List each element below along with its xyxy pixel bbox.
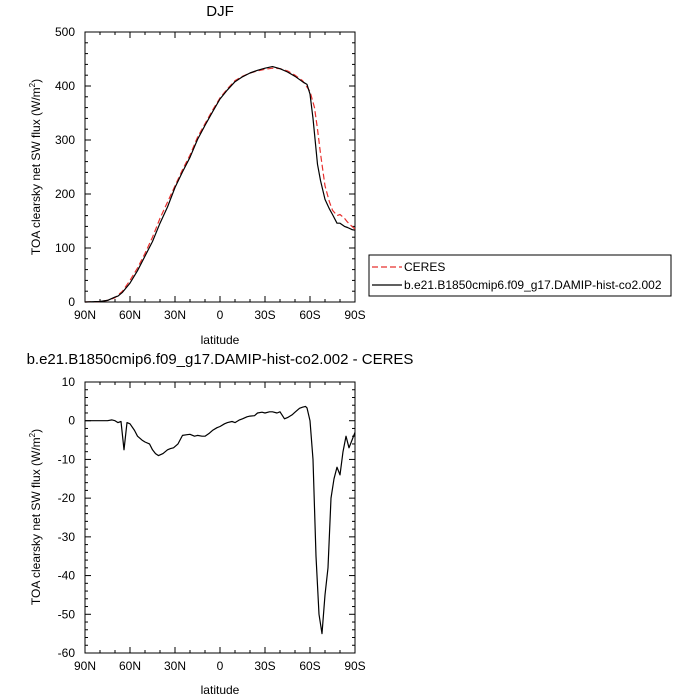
x-tick-label: 30N xyxy=(164,308,186,322)
x-tick-label: 90N xyxy=(74,659,96,673)
series-layer-diff xyxy=(85,405,356,635)
x-tick-label: 0 xyxy=(217,308,224,322)
legend-label-ceres: CERES xyxy=(404,260,445,274)
panel-top: DJF 90N 60N 30N 0 30S 60S 90S0100200300400500 … xyxy=(28,3,366,347)
legend: CERES b.e21.B1850cmip6.f09_g17.DAMIP-his… xyxy=(368,254,672,297)
y-axis-label-end: ) xyxy=(29,429,43,433)
y-tick-label: -50 xyxy=(58,607,76,621)
series-layer xyxy=(84,65,356,303)
chart-title: DJF xyxy=(206,3,234,20)
y-tick-label: -60 xyxy=(58,646,76,660)
x-tick-label: 60N xyxy=(119,308,141,322)
x-tick-label: 30S xyxy=(254,659,275,673)
x-tick-label: 60S xyxy=(299,308,320,322)
y-axis-label-end: ) xyxy=(29,79,43,83)
series-line-0 xyxy=(84,67,356,303)
y-tick-label: 200 xyxy=(55,187,75,201)
x-tick-label: 60S xyxy=(299,659,320,673)
legend-box xyxy=(368,254,672,297)
x-tick-label: 60N xyxy=(119,659,141,673)
y-tick-label: 100 xyxy=(55,241,75,255)
y-tick-label: -20 xyxy=(58,491,76,505)
y-axis-label: TOA clearsky net SW flux (W/m2) xyxy=(28,79,43,255)
x-tick-label: 90S xyxy=(344,308,365,322)
series-line-0 xyxy=(85,405,356,635)
x-tick-label: 30N xyxy=(164,659,186,673)
y-tick-label: 10 xyxy=(62,375,76,389)
y-tick-label: 400 xyxy=(55,79,75,93)
series-line-1 xyxy=(84,65,356,303)
axis-ticks: 90N 60N 30N 0 30S 60S 90S 0 100 200 300 400 500 xyxy=(55,25,366,322)
legend-label-model: b.e21.B1850cmip6.f09_g17.DAMIP-hist-co2.… xyxy=(404,278,662,292)
axis-ticks-diff: 90N 60N 30N 0 30S 60S 90S 10 0 -10 -20 -30 -40 -50 -60 xyxy=(58,375,366,673)
x-axis-label-diff: latitude xyxy=(201,683,240,697)
y-tick-label: -40 xyxy=(58,569,76,583)
x-tick-label: 90S xyxy=(344,659,365,673)
y-tick-label: -10 xyxy=(58,452,76,466)
x-tick-label: 0 xyxy=(217,659,224,673)
y-tick-label: 300 xyxy=(55,133,75,147)
chart-title-diff: b.e21.B1850cmip6.f09_g17.DAMIP-hist-co2.… xyxy=(27,351,414,368)
y-axis-label-sup: 2 xyxy=(28,432,37,437)
y-axis-label-text: TOA clearsky net SW flux (W/m xyxy=(29,87,43,255)
y-tick-label: -30 xyxy=(58,530,76,544)
y-tick-label: 0 xyxy=(68,295,75,309)
y-axis-label-sup: 2 xyxy=(28,82,37,87)
y-tick-label: 500 xyxy=(55,25,75,39)
x-tick-label: 30S xyxy=(254,308,275,322)
x-axis-label: latitude xyxy=(201,333,240,347)
plot-frame xyxy=(84,31,356,303)
y-tick-label: 0 xyxy=(68,414,75,428)
y-axis-label-text: TOA clearsky net SW flux (W/m xyxy=(29,437,43,605)
x-tick-label: 90N xyxy=(74,308,96,322)
y-axis-label-diff: TOA clearsky net SW flux (W/m2) xyxy=(28,429,43,605)
panel-bottom: b.e21.B1850cmip6.f09_g17.DAMIP-hist-co2.… xyxy=(27,351,414,697)
